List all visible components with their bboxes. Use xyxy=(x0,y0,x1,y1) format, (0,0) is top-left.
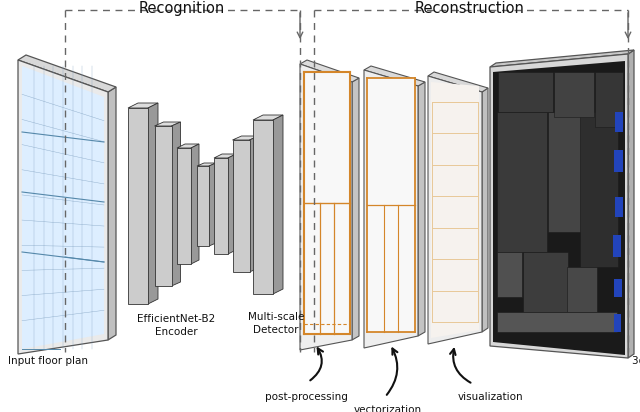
Polygon shape xyxy=(172,122,180,286)
Polygon shape xyxy=(108,87,116,340)
Bar xyxy=(497,312,617,332)
Polygon shape xyxy=(364,66,425,86)
Polygon shape xyxy=(209,163,216,246)
Text: Input floor plan: Input floor plan xyxy=(8,356,88,366)
Polygon shape xyxy=(628,50,634,358)
Text: Reconstruction: Reconstruction xyxy=(415,1,525,16)
Polygon shape xyxy=(232,136,259,140)
Polygon shape xyxy=(300,60,359,82)
Polygon shape xyxy=(177,148,191,264)
Text: 3d model: 3d model xyxy=(632,356,640,366)
Polygon shape xyxy=(428,76,482,344)
Polygon shape xyxy=(214,158,228,254)
Polygon shape xyxy=(367,78,415,332)
Bar xyxy=(548,112,583,232)
Bar xyxy=(580,112,618,267)
Polygon shape xyxy=(273,115,283,294)
Polygon shape xyxy=(228,154,236,254)
Bar xyxy=(614,279,622,297)
Polygon shape xyxy=(128,103,158,108)
Polygon shape xyxy=(364,70,418,348)
Polygon shape xyxy=(177,144,199,148)
Bar xyxy=(554,72,594,117)
Text: visualization: visualization xyxy=(457,392,523,402)
Bar xyxy=(497,252,522,297)
Polygon shape xyxy=(304,72,350,334)
Polygon shape xyxy=(18,55,116,92)
Polygon shape xyxy=(128,108,148,304)
Text: EfficientNet-B2
Encoder: EfficientNet-B2 Encoder xyxy=(137,314,215,337)
Polygon shape xyxy=(197,166,209,246)
Bar xyxy=(615,197,623,217)
Polygon shape xyxy=(232,140,250,272)
Bar xyxy=(523,252,568,312)
Polygon shape xyxy=(253,120,273,294)
Bar xyxy=(615,112,623,132)
Polygon shape xyxy=(428,72,488,92)
Polygon shape xyxy=(22,66,104,349)
Bar xyxy=(614,150,623,172)
Polygon shape xyxy=(418,82,425,336)
Bar xyxy=(614,314,621,332)
Polygon shape xyxy=(197,163,216,166)
Polygon shape xyxy=(482,88,488,332)
Polygon shape xyxy=(300,64,352,350)
Polygon shape xyxy=(493,61,625,355)
Polygon shape xyxy=(154,126,172,286)
Bar xyxy=(497,112,547,252)
Polygon shape xyxy=(490,54,628,358)
Text: Multi-scale
Detector: Multi-scale Detector xyxy=(248,312,304,335)
Bar xyxy=(595,72,623,127)
Text: vectorization: vectorization xyxy=(354,405,422,412)
Bar xyxy=(613,235,621,257)
Bar xyxy=(498,72,553,112)
Text: post-processing: post-processing xyxy=(264,392,348,402)
Polygon shape xyxy=(431,82,479,338)
Polygon shape xyxy=(253,115,283,120)
Text: Recognition: Recognition xyxy=(139,1,225,16)
Polygon shape xyxy=(214,154,236,158)
Polygon shape xyxy=(18,60,108,354)
Bar xyxy=(567,267,597,312)
Polygon shape xyxy=(191,144,199,264)
Polygon shape xyxy=(148,103,158,304)
Polygon shape xyxy=(352,78,359,340)
Polygon shape xyxy=(154,122,180,126)
Polygon shape xyxy=(490,50,634,67)
Polygon shape xyxy=(250,136,259,272)
